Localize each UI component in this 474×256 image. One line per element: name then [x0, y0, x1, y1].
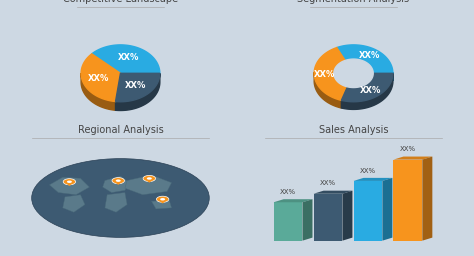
Polygon shape — [314, 72, 341, 108]
Polygon shape — [302, 199, 312, 241]
Text: XX%: XX% — [400, 146, 416, 152]
Polygon shape — [105, 193, 127, 212]
Title: Segmentation Analysis: Segmentation Analysis — [298, 0, 410, 4]
Polygon shape — [81, 54, 120, 102]
Polygon shape — [342, 191, 353, 241]
Polygon shape — [273, 199, 312, 202]
Text: XX%: XX% — [359, 51, 380, 60]
Ellipse shape — [32, 159, 209, 237]
Polygon shape — [354, 178, 392, 181]
Circle shape — [112, 178, 125, 184]
Title: Competitive Landscape: Competitive Landscape — [63, 0, 178, 4]
Polygon shape — [125, 175, 172, 195]
Text: XX%: XX% — [313, 70, 335, 79]
Polygon shape — [157, 199, 168, 204]
Circle shape — [67, 180, 72, 183]
Polygon shape — [354, 181, 383, 241]
Circle shape — [147, 177, 152, 180]
Polygon shape — [334, 59, 373, 88]
Circle shape — [156, 196, 169, 202]
Polygon shape — [393, 157, 432, 159]
Title: Regional Analysis: Regional Analysis — [78, 125, 164, 135]
Text: XX%: XX% — [360, 167, 376, 174]
Polygon shape — [92, 45, 160, 73]
Circle shape — [63, 179, 76, 185]
Polygon shape — [144, 178, 155, 183]
Polygon shape — [393, 159, 422, 241]
Polygon shape — [64, 182, 75, 186]
Polygon shape — [103, 176, 129, 193]
Polygon shape — [113, 181, 124, 185]
Polygon shape — [81, 73, 116, 110]
Circle shape — [116, 179, 121, 182]
Polygon shape — [337, 45, 393, 73]
Polygon shape — [314, 191, 353, 194]
Polygon shape — [116, 73, 160, 111]
Text: XX%: XX% — [320, 180, 336, 186]
Polygon shape — [383, 178, 392, 241]
Polygon shape — [422, 157, 432, 241]
Title: Sales Analysis: Sales Analysis — [319, 125, 388, 135]
Text: XX%: XX% — [280, 189, 296, 195]
Text: XX%: XX% — [118, 54, 139, 62]
Polygon shape — [314, 48, 347, 100]
Polygon shape — [314, 194, 342, 241]
Text: XX%: XX% — [88, 74, 109, 83]
Polygon shape — [63, 195, 85, 212]
Circle shape — [160, 198, 165, 200]
Polygon shape — [273, 202, 302, 241]
Polygon shape — [341, 73, 393, 102]
Text: XX%: XX% — [125, 81, 146, 90]
Text: XX%: XX% — [360, 86, 382, 95]
Polygon shape — [152, 200, 172, 209]
Polygon shape — [341, 73, 393, 109]
Polygon shape — [116, 73, 160, 102]
Polygon shape — [49, 177, 90, 195]
Circle shape — [143, 175, 155, 182]
